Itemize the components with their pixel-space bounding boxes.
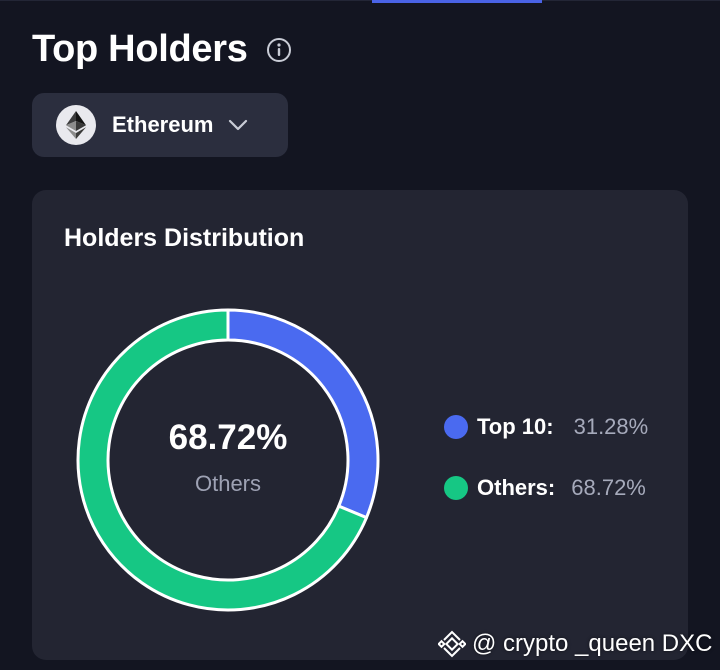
chain-select-label: Ethereum xyxy=(112,112,214,137)
info-icon[interactable] xyxy=(266,37,292,63)
legend-label-others: Others: xyxy=(477,475,556,500)
chain-select-dropdown[interactable]: Ethereum xyxy=(32,93,288,157)
legend-item-others: Others: 68.72% xyxy=(444,473,648,503)
legend-value-others: 68.72% xyxy=(571,475,646,500)
legend-item-top-10: Top 10: 31.28% xyxy=(444,412,648,442)
card-title: Holders Distribution xyxy=(64,224,305,252)
legend-dot-top-10 xyxy=(444,415,468,439)
legend-label-top-10: Top 10: xyxy=(477,414,554,439)
legend-dot-others xyxy=(444,476,468,500)
donut-chart xyxy=(76,308,380,612)
page-title: Top Holders xyxy=(32,28,248,70)
chart-legend: Top 10: 31.28% Others: 68.72% xyxy=(444,412,648,534)
watermark: @ crypto _queen DXC xyxy=(438,630,712,658)
donut-center-value: 68.72% xyxy=(168,418,288,457)
binance-logo-icon xyxy=(438,630,466,658)
donut-center-label: Others xyxy=(194,471,262,496)
legend-value-top-10: 31.28% xyxy=(573,414,649,439)
top-divider xyxy=(0,0,720,1)
ethereum-icon xyxy=(56,105,96,145)
header: Top Holders xyxy=(32,28,292,71)
active-tab-indicator xyxy=(372,0,542,3)
chevron-down-icon xyxy=(227,114,249,136)
holders-distribution-card: Holders Distribution 68.72% Others Top 1… xyxy=(32,190,688,660)
watermark-text: @ crypto _queen DXC xyxy=(472,630,713,657)
donut-slice-others[interactable] xyxy=(76,308,368,612)
